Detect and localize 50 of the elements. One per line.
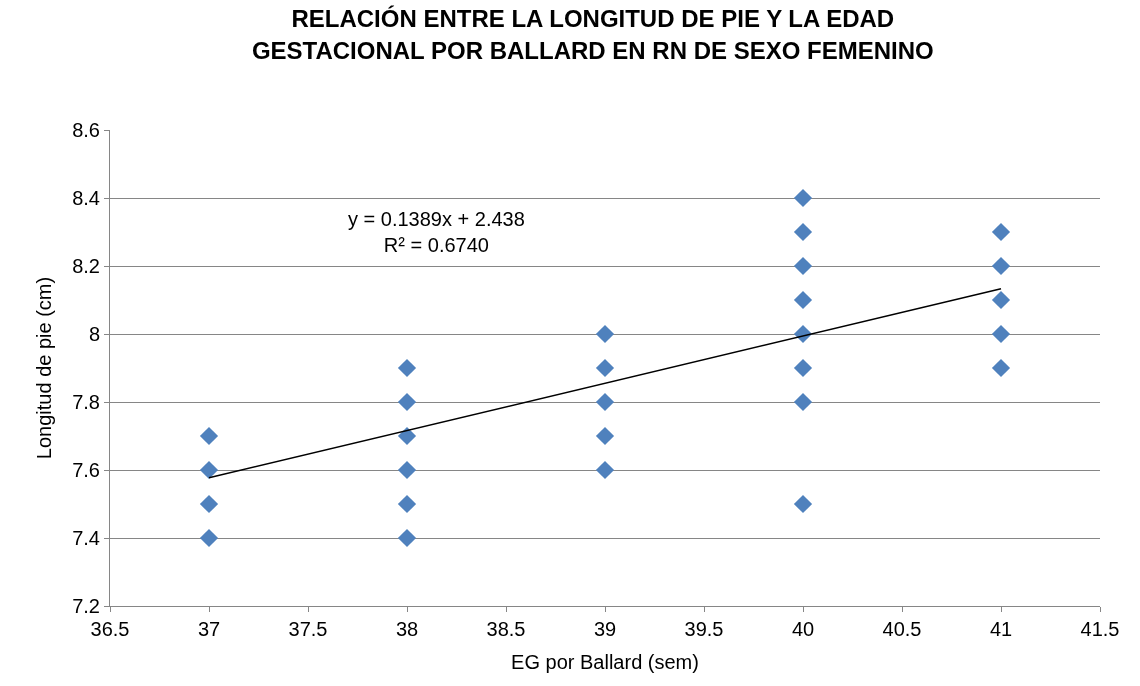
y-tick-label: 8.4 xyxy=(72,187,100,209)
x-tick-label: 36.5 xyxy=(90,618,130,640)
point xyxy=(199,494,219,514)
point xyxy=(793,188,813,208)
x-tick-label: 40.5 xyxy=(882,618,922,640)
point xyxy=(991,290,1011,310)
x-axis-title: EG por Ballard (sem) xyxy=(511,650,699,673)
point xyxy=(397,392,417,412)
y-tick-label: 7.6 xyxy=(72,459,100,481)
x-tick-label: 40 xyxy=(791,618,815,640)
chart-title: RELACIÓN ENTRE LA LONGITUD DE PIE Y LA EDAD GESTACIONAL POR BALLARD EN RN DE SEXO FEMENINO xyxy=(251,5,934,64)
point xyxy=(793,222,813,242)
point xyxy=(793,256,813,276)
point xyxy=(793,290,813,310)
point xyxy=(595,426,615,446)
x-tick-label: 39.5 xyxy=(684,618,724,640)
point xyxy=(793,358,813,378)
point xyxy=(793,494,813,514)
point xyxy=(397,494,417,514)
point xyxy=(199,426,219,446)
annotation: y = 0.1389x + 2.438 R² = 0.6740 xyxy=(348,208,525,256)
x-tick-label: 37 xyxy=(197,618,221,640)
x-tick-label: 39 xyxy=(593,618,617,640)
y-tick-label: 8 xyxy=(88,323,100,345)
x-tick-label: 41 xyxy=(989,618,1013,640)
point xyxy=(595,460,615,480)
x-tick-label: 38.5 xyxy=(486,618,526,640)
point xyxy=(595,392,615,412)
point xyxy=(595,324,615,344)
x-tick-label: 38 xyxy=(395,618,419,640)
point xyxy=(397,460,417,480)
point xyxy=(991,324,1011,344)
point xyxy=(991,256,1011,276)
y-axis-title: Longitud de pie (cm) xyxy=(32,276,55,460)
point xyxy=(199,460,219,480)
y-tick-label: 7.8 xyxy=(72,391,100,413)
x-tick-label: 41.5 xyxy=(1080,618,1120,640)
x-tick-label: 37.5 xyxy=(288,618,328,640)
point xyxy=(199,528,219,548)
y-tick-label: 7.2 xyxy=(72,595,100,617)
point xyxy=(991,222,1011,242)
point xyxy=(595,358,615,378)
point xyxy=(397,528,417,548)
y-tick-label: 8.2 xyxy=(72,255,100,277)
point xyxy=(397,358,417,378)
y-tick-label: 8.6 xyxy=(72,119,100,141)
point xyxy=(397,426,417,446)
point xyxy=(991,358,1011,378)
y-tick-label: 7.4 xyxy=(72,527,100,549)
point xyxy=(793,392,813,412)
